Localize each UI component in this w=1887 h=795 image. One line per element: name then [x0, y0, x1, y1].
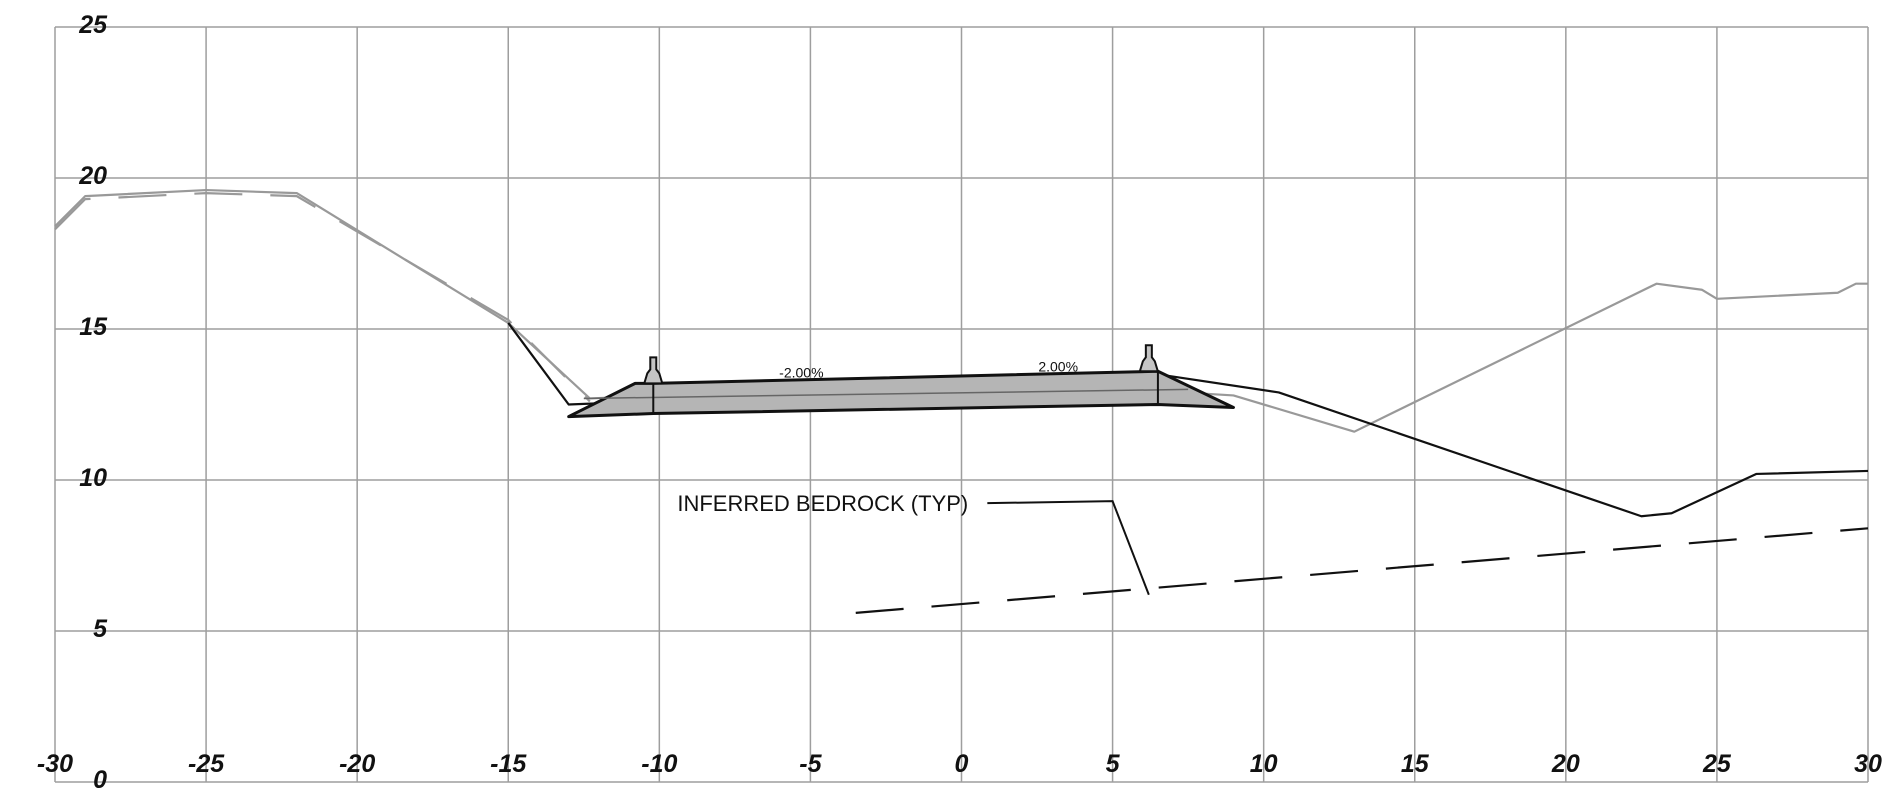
- y-tick-label: 20: [78, 162, 107, 190]
- grid: [54, 26, 1869, 783]
- slope-label: 2.00%: [1038, 358, 1078, 374]
- callout-leader: [987, 500, 1150, 596]
- slope-label: -2.00%: [779, 364, 823, 380]
- annotations: INFERRED BEDROCK (TYP): [677, 491, 1150, 596]
- x-tick-label: -10: [641, 750, 677, 778]
- x-tick-label: 20: [1551, 750, 1580, 778]
- x-tick-label: -15: [490, 750, 527, 778]
- axis-tick-labels: -30 -25 -20 -15 -10 -5 0 5 10 15 20 25 30 0 5 10 15 20 25: [37, 11, 1882, 794]
- y-tick-label: 0: [93, 766, 107, 794]
- y-tick-label: 15: [79, 313, 108, 341]
- y-tick-label: 10: [79, 464, 107, 492]
- x-tick-label: 15: [1401, 750, 1430, 778]
- barrier: [1138, 344, 1160, 373]
- barrier: [642, 356, 664, 385]
- x-tick-label: -25: [188, 750, 225, 778]
- x-tick-label: 30: [1854, 750, 1882, 778]
- x-tick-label: 5: [1106, 750, 1121, 778]
- roadway-section: -2.00% 2.00%: [567, 344, 1235, 419]
- y-tick-label: 25: [78, 11, 108, 39]
- profile-line: [1157, 373, 1869, 518]
- profile-line: [54, 192, 591, 403]
- x-tick-label: -20: [339, 750, 375, 778]
- x-tick-label: 10: [1250, 750, 1278, 778]
- pavement-layer-line: [583, 388, 1189, 400]
- profile-line: [855, 527, 1869, 614]
- x-tick-label: -5: [799, 750, 822, 778]
- x-tick-label: 0: [955, 750, 969, 778]
- x-tick-label: -30: [37, 750, 73, 778]
- x-tick-label: 25: [1702, 750, 1732, 778]
- bedrock-callout: INFERRED BEDROCK (TYP): [677, 491, 968, 516]
- y-tick-label: 5: [93, 615, 108, 643]
